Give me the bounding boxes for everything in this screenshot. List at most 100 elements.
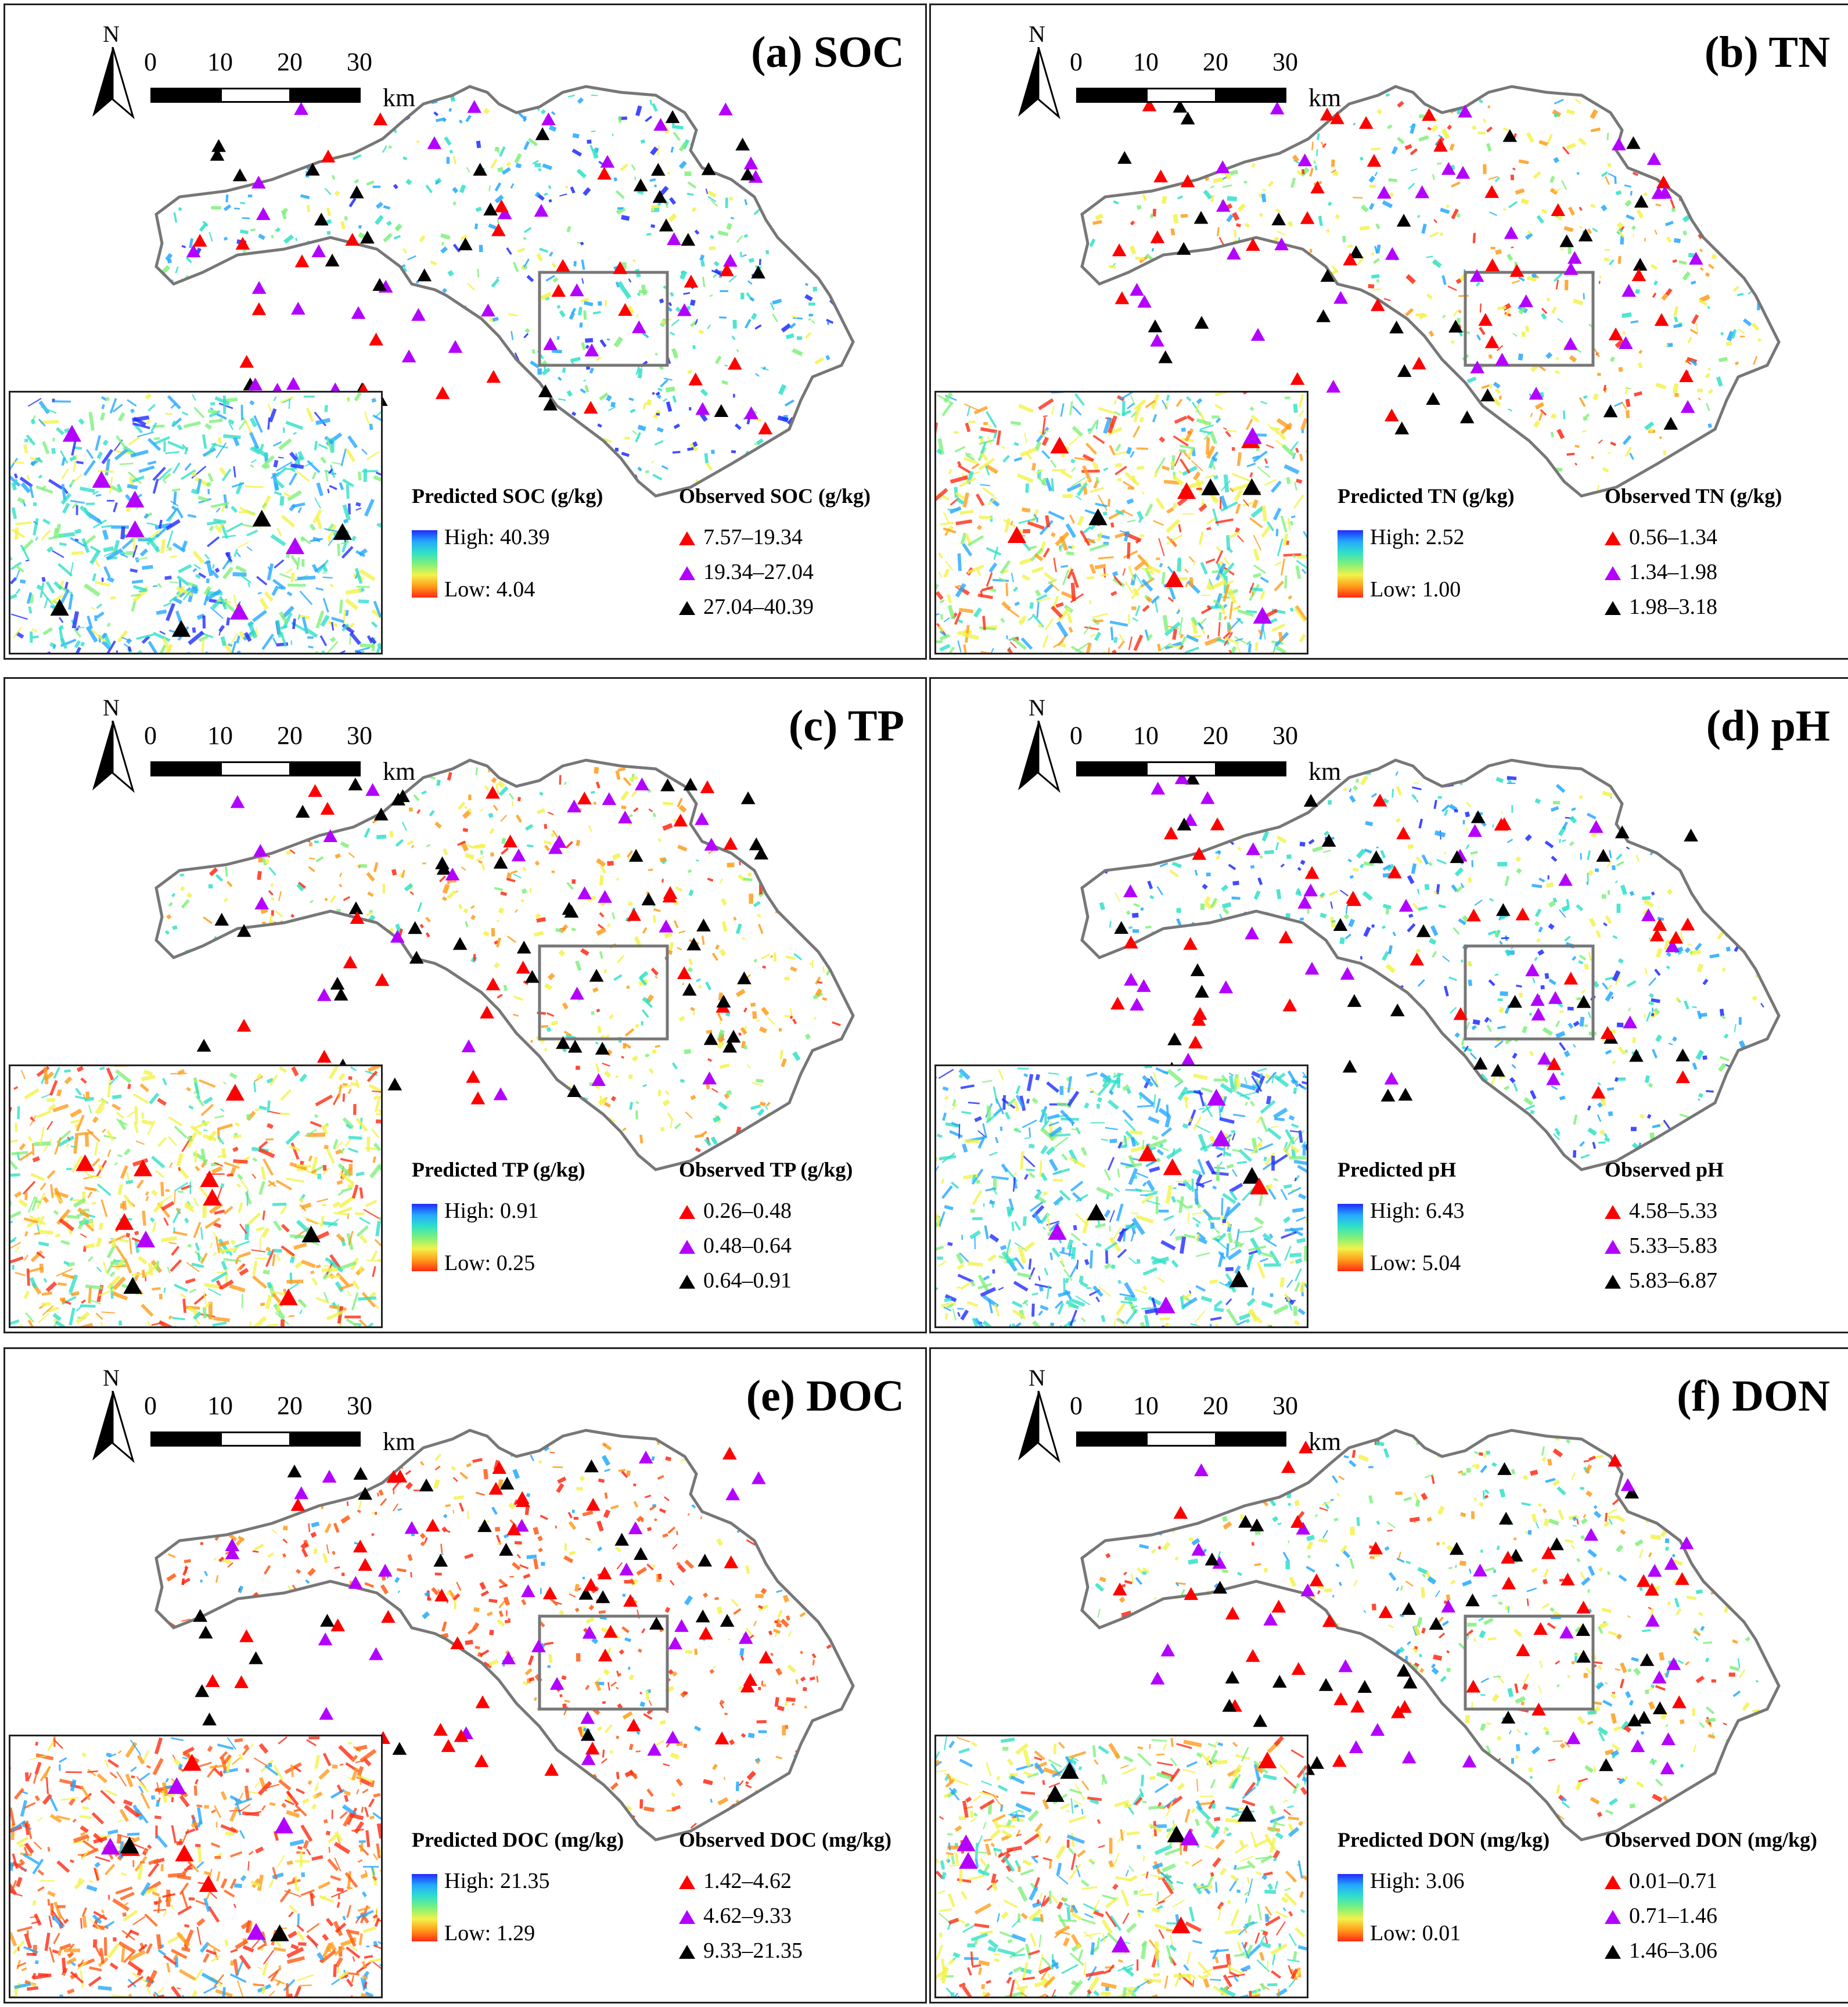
scale-bar: 0 10 20 30 km: [139, 1391, 441, 1466]
sample-point: [353, 1540, 368, 1553]
sample-point: [1680, 918, 1695, 931]
sample-point: [718, 102, 733, 116]
sample-point: [452, 937, 468, 950]
sample-point: [744, 406, 758, 419]
inset-sample-point: [125, 520, 145, 537]
sample-point: [1537, 1052, 1552, 1065]
sample-point: [1367, 153, 1382, 167]
observed-class-label: 1.42–4.62: [703, 1869, 792, 1893]
sample-point: [674, 1619, 689, 1632]
sample-point: [1114, 920, 1129, 934]
sample-point: [494, 199, 509, 213]
sample-point: [348, 901, 364, 915]
sample-point: [1651, 186, 1666, 199]
sample-point: [1173, 99, 1188, 113]
sample-point: [683, 778, 698, 791]
sample-point: [210, 148, 225, 161]
sample-point: [516, 940, 531, 954]
scale-tick-label: 0: [144, 48, 157, 76]
sample-point: [1274, 237, 1289, 251]
scale-tick-label: 30: [1272, 1391, 1298, 1420]
sample-point: [391, 792, 406, 806]
inset-sample-point: [133, 1159, 153, 1177]
sample-point: [1664, 1557, 1679, 1570]
sample-point: [585, 1498, 601, 1511]
color-ramp: [412, 1204, 437, 1271]
sample-point: [408, 921, 423, 934]
sample-point: [595, 1041, 610, 1055]
inset-extent-box: [538, 271, 669, 367]
color-ramp: [412, 530, 437, 598]
sample-point: [1615, 825, 1630, 839]
sample-point: [486, 786, 500, 799]
sample-point: [583, 401, 598, 414]
inset-sample-point: [1229, 1270, 1249, 1287]
sample-point: [1296, 1522, 1311, 1535]
inset-sample-point: [1242, 1167, 1261, 1184]
sample-point: [1401, 1602, 1416, 1615]
sample-point: [1398, 898, 1414, 912]
sample-point: [1369, 850, 1384, 864]
sample-point: [1480, 388, 1495, 402]
sample-point: [1110, 997, 1125, 1010]
sample-point: [319, 1707, 334, 1720]
sample-point: [417, 268, 432, 282]
sample-point: [1509, 264, 1525, 277]
panel-title: (e) DOC: [746, 1372, 904, 1420]
sample-point: [725, 1487, 740, 1501]
sample-point: [585, 1742, 600, 1755]
sample-point: [1249, 1518, 1264, 1531]
sample-point: [1654, 313, 1669, 326]
inset-sample-point: [1007, 526, 1026, 544]
sample-point: [1412, 357, 1426, 370]
sample-point: [1680, 400, 1695, 413]
north-arrow-icon: N: [87, 694, 139, 793]
sample-point: [450, 1636, 465, 1649]
sample-point: [516, 961, 531, 974]
sample-point: [1394, 421, 1410, 434]
sample-point: [1490, 1063, 1505, 1077]
sample-point: [668, 1636, 682, 1650]
sample-point: [633, 178, 648, 192]
sample-point: [1473, 1056, 1488, 1070]
sample-point: [470, 1091, 486, 1105]
sample-point: [535, 127, 550, 141]
north-label: N: [103, 695, 120, 721]
zoom-inset: [9, 1735, 383, 1998]
sample-point: [723, 837, 738, 850]
sample-point: [638, 1451, 653, 1464]
sample-point: [1194, 315, 1209, 329]
triangle-icon: [1605, 601, 1621, 616]
sample-point: [369, 332, 383, 346]
sample-point: [1164, 826, 1178, 840]
sample-point: [1620, 1478, 1635, 1491]
sample-point: [1190, 963, 1205, 976]
sample-point: [1636, 1574, 1651, 1587]
sample-point: [290, 1498, 305, 1511]
sample-point: [365, 783, 380, 796]
sample-point: [1160, 1643, 1175, 1657]
sample-point: [1397, 364, 1412, 377]
sample-point: [433, 1553, 448, 1567]
scale-segment: [220, 761, 291, 776]
sample-point: [251, 175, 266, 189]
sample-point: [230, 795, 245, 808]
sample-point: [595, 1590, 610, 1603]
panel-title: (b) TN: [1704, 28, 1830, 77]
sample-point: [740, 1679, 755, 1693]
sample-point: [372, 278, 387, 291]
sample-point: [758, 1650, 774, 1664]
sample-point: [1282, 998, 1297, 1012]
inset-sample-point: [125, 490, 145, 508]
observed-class-label: 7.57–19.34: [703, 525, 803, 549]
scale-tick-label: 10: [207, 1391, 233, 1420]
sample-point: [600, 154, 615, 168]
observed-legend: Observed TN (g/kg) 0.56–1.34 1.34–1.98 1.98…: [1605, 484, 1848, 635]
sample-point: [1158, 350, 1173, 364]
observed-class-row: 19.34–27.04: [679, 559, 814, 585]
inset-sample-point: [1138, 1144, 1157, 1161]
sample-point: [543, 337, 558, 350]
north-arrow-icon: N: [1012, 1364, 1065, 1463]
sample-point: [1663, 416, 1678, 430]
scale-segment: [1216, 88, 1286, 103]
